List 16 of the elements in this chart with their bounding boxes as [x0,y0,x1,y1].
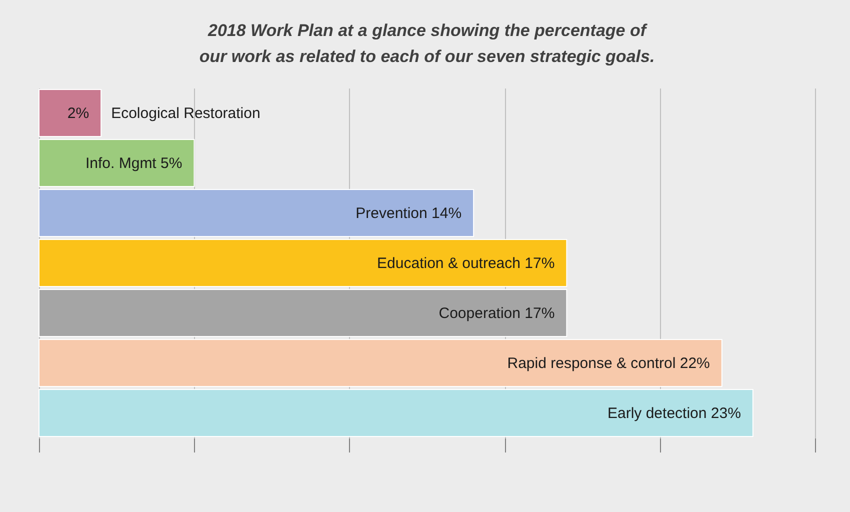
bar [38,239,568,287]
category-label: Rapid response & control 22% [507,355,710,372]
data-label: 2% [67,105,90,122]
category-label: Education & outreach 17% [377,255,555,272]
bar [38,389,754,437]
y-tick-label: Ecological Restoration [111,105,260,122]
bar [38,339,722,387]
bar [38,139,195,187]
category-label: Prevention 14% [356,205,462,222]
bar [38,189,474,237]
category-label: Early detection 23% [608,405,741,422]
bar [38,89,102,137]
category-label: Cooperation 17% [438,305,555,322]
bar [38,289,568,337]
chart-title: 2018 Work Plan at a glance showing the percentage of our work as related to each of our seven strategic goals. [199,21,655,66]
category-label: Info. Mgmt 5% [85,155,182,172]
